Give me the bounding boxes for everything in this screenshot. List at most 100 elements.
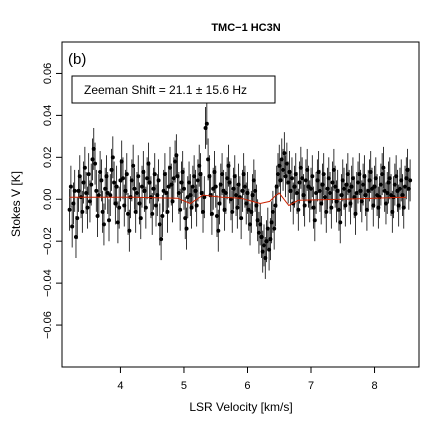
data-point: [359, 199, 364, 204]
data-point: [110, 155, 115, 160]
data-point: [209, 211, 214, 216]
data-point: [192, 174, 197, 179]
data-point: [199, 190, 204, 195]
data-point: [107, 218, 112, 223]
data-point: [75, 216, 80, 221]
data-point: [93, 161, 98, 166]
data-point: [68, 184, 73, 189]
data-point: [396, 203, 401, 208]
data-point: [71, 201, 76, 206]
data-point: [134, 190, 139, 195]
data-point: [197, 163, 202, 168]
data-point: [364, 207, 369, 212]
data-point: [113, 201, 118, 206]
data-point: [159, 237, 164, 242]
data-point: [268, 237, 273, 242]
data-point: [269, 220, 274, 225]
data-point: [356, 180, 361, 185]
data-point: [263, 255, 268, 260]
data-point: [220, 172, 225, 177]
data-point: [126, 211, 131, 216]
data-point: [270, 209, 275, 214]
data-point: [253, 188, 258, 193]
data-point: [228, 197, 233, 202]
data-point: [67, 207, 72, 212]
data-point: [202, 195, 207, 200]
data-point: [251, 178, 256, 183]
data-point: [96, 193, 101, 198]
data-point: [80, 209, 85, 214]
data-point: [82, 165, 87, 170]
data-point: [179, 180, 184, 185]
data-point: [408, 178, 413, 183]
y-axis: −0.06 −0.04 −0.02 0.00 0.02 0.04 0.06: [42, 63, 62, 339]
data-point: [279, 157, 284, 162]
data-point: [334, 199, 339, 204]
data-point: [262, 243, 267, 248]
data-point: [115, 220, 120, 225]
x-axis: 4 5 6 7 8: [117, 367, 378, 392]
data-point: [303, 178, 308, 183]
data-point: [214, 214, 219, 219]
data-point: [298, 165, 303, 170]
data-point: [124, 172, 129, 177]
data-point: [222, 207, 227, 212]
data-point: [145, 176, 150, 181]
data-point: [240, 188, 245, 193]
fit-line: [69, 192, 407, 207]
chart-title: TMC−1 HC3N: [211, 22, 280, 34]
data-point: [357, 172, 362, 177]
data-point: [340, 178, 345, 183]
data-point: [325, 186, 330, 191]
data-point: [320, 182, 325, 187]
data-point: [137, 201, 142, 206]
data-point: [87, 199, 92, 204]
data-point: [236, 182, 241, 187]
data-point: [297, 180, 302, 185]
data-point: [180, 170, 185, 174]
data-point: [122, 203, 127, 208]
data-point: [77, 174, 82, 179]
data-point: [204, 121, 209, 126]
data-point: [84, 190, 89, 195]
data-point: [175, 174, 180, 179]
data-point: [162, 172, 167, 177]
y-tick-label: 0.00: [42, 189, 54, 210]
data-point: [278, 178, 283, 183]
data-point: [95, 214, 100, 219]
data-point: [282, 151, 287, 156]
data-point: [131, 163, 136, 168]
data-point: [250, 193, 255, 198]
data-point: [345, 172, 350, 177]
data-point: [100, 209, 105, 214]
data-point: [373, 176, 378, 181]
data-point: [403, 184, 408, 189]
data-point: [400, 193, 405, 198]
data-point: [404, 176, 409, 181]
data-point: [85, 205, 90, 210]
data-point: [136, 174, 141, 179]
y-tick-label: −0.04: [42, 269, 54, 297]
data-point: [248, 222, 253, 227]
data-point: [151, 186, 156, 191]
data-point: [143, 205, 148, 210]
data-point: [333, 184, 338, 189]
data-point: [216, 228, 221, 233]
data-point: [223, 190, 228, 195]
y-tick-label: −0.02: [42, 227, 54, 255]
plot-frame: [61, 41, 420, 368]
data-point: [312, 218, 317, 223]
data-point: [140, 184, 145, 189]
data-point: [329, 205, 334, 210]
data-point: [120, 176, 125, 181]
data-point: [117, 205, 122, 210]
data-point: [201, 209, 206, 214]
data-point: [321, 172, 326, 177]
data-point: [249, 209, 254, 214]
data-point: [183, 216, 188, 221]
data-point: [245, 190, 250, 195]
data-point: [188, 193, 193, 198]
data-point: [390, 209, 395, 214]
x-tick-label: 5: [181, 380, 187, 392]
data-point: [265, 226, 270, 231]
